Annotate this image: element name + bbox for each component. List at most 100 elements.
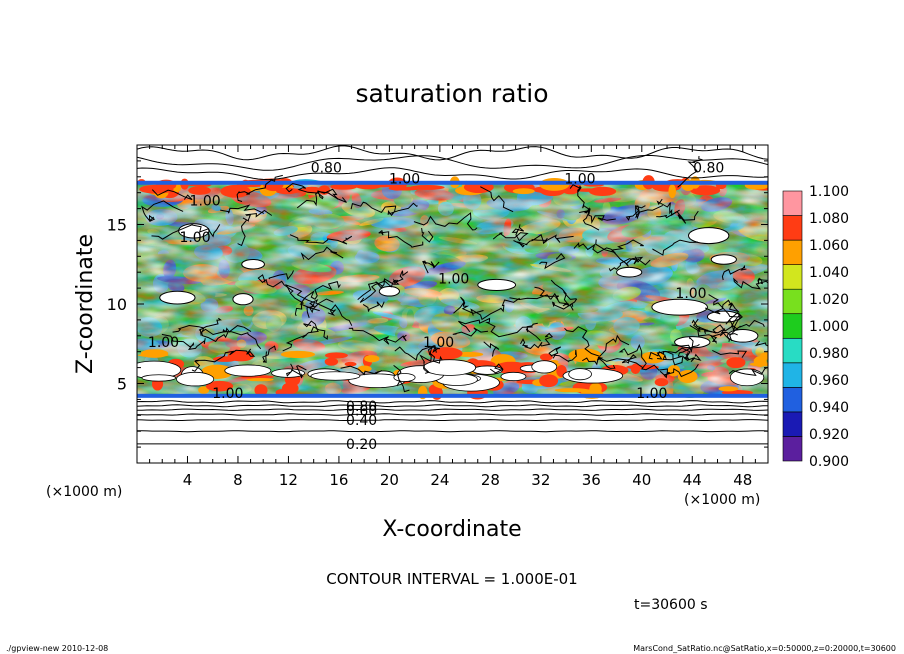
contour-line: [754, 340, 768, 347]
contour-line: [480, 186, 514, 213]
contour-line: [296, 190, 347, 209]
fringe-patch: [677, 370, 698, 384]
contour-line: [137, 404, 768, 408]
contour-label: 1.00: [212, 386, 243, 402]
colorbar-segment: [782, 190, 803, 216]
subsaturated-pocket: [651, 298, 708, 316]
y-tick-label: 15: [107, 216, 127, 235]
contour-line: [310, 326, 328, 340]
contour-label: 0.80: [311, 160, 342, 176]
low-pocket: [568, 368, 592, 381]
contour-line: [362, 301, 385, 312]
colorbar-label: 0.980: [809, 346, 849, 362]
colorbar-label: 1.100: [809, 184, 849, 200]
fringe-patch: [539, 353, 553, 361]
contour-line: [452, 327, 489, 337]
contour-line: [161, 333, 206, 350]
low-pocket: [224, 364, 272, 377]
low-pocket: [141, 374, 177, 382]
subsaturated-pocket: [232, 293, 254, 306]
subsaturated-pocket: [706, 310, 741, 323]
fringe-patch: [554, 388, 590, 393]
x-tick-label: 48: [733, 471, 752, 489]
fringe-patch: [630, 363, 641, 375]
contour-line: [729, 319, 765, 342]
contour-line: [733, 277, 768, 290]
contour-lines: [137, 145, 768, 445]
contour-label: 0.20: [346, 437, 377, 453]
contour-line: [704, 299, 741, 315]
contour-line: [579, 208, 616, 224]
contour-line: [236, 174, 283, 202]
subsaturated-pocket: [378, 286, 400, 297]
colorbar-label: 1.060: [809, 238, 849, 254]
contour-line: [285, 182, 339, 200]
contour-line: [539, 253, 566, 270]
contour-line: [286, 363, 307, 379]
low-pocket: [176, 371, 215, 387]
contour-line: [656, 198, 680, 217]
contour-line: [348, 327, 407, 345]
fringe-patch: [205, 380, 234, 392]
contour-line: [569, 184, 591, 214]
contour-line: [458, 317, 533, 338]
contour-line: [453, 296, 484, 314]
contour-line: [534, 286, 569, 306]
contour-labels: 0.200.400.600.800.80 0.801.00 1.001.001.00…: [148, 160, 724, 453]
x-tick-label: 20: [380, 471, 399, 489]
x-tick-label: 28: [481, 471, 500, 489]
contour-line: [596, 354, 643, 369]
contour-line: [728, 366, 768, 377]
x-tick-label: 36: [582, 471, 601, 489]
contour-label: 1.00: [389, 171, 420, 187]
contour-line: [634, 205, 646, 218]
fringe-patch: [568, 184, 580, 191]
contour-line: [262, 345, 276, 363]
contour-line: [483, 341, 500, 357]
fringe-patch: [275, 187, 299, 195]
contour-line: [282, 320, 319, 352]
contour-line: [608, 258, 651, 272]
contour-line: [721, 264, 747, 281]
contour-line: [489, 363, 504, 374]
contour-line: [492, 224, 529, 242]
fringe-patch: [363, 184, 397, 188]
subsaturated-pocket: [687, 227, 730, 245]
contour-label: 1.00: [423, 335, 454, 351]
contour-line: [378, 229, 424, 248]
contour-line: [582, 357, 616, 369]
y-tick-label: 5: [117, 375, 127, 394]
x-tick-label: 40: [632, 471, 651, 489]
fringe-patch: [330, 183, 358, 190]
contour-label: 1.00: [636, 386, 667, 402]
contour-line: [652, 239, 699, 256]
fringe-patch: [246, 378, 274, 382]
x-tick-label: 24: [430, 471, 449, 489]
fringe-patch: [188, 186, 211, 195]
colorbar-segment: [782, 436, 803, 462]
contour-line: [413, 212, 478, 231]
contour-line: [708, 294, 741, 328]
contour-label: 1.00: [190, 194, 221, 210]
y-tick-label: 10: [107, 295, 127, 314]
contour-line: [172, 317, 222, 337]
contour-line: [525, 322, 541, 342]
fringe-patch: [512, 188, 535, 195]
contour-line: [137, 167, 768, 181]
contour-line: [137, 145, 768, 161]
contour-line: [564, 326, 630, 357]
contour-line: [268, 270, 294, 281]
contour-line: [520, 332, 554, 350]
contour-line: [151, 224, 221, 240]
band-bottom-edge: [137, 393, 768, 398]
contour-line: [357, 278, 400, 300]
contour-line: [393, 365, 410, 393]
fringe-patch: [654, 378, 669, 387]
y-axis-label: Z-coordinate: [73, 234, 98, 374]
time-label: t=30600 s: [634, 597, 708, 613]
contour-line: [757, 277, 768, 285]
contour-line: [531, 234, 574, 243]
contour-label: 0.80: [693, 160, 724, 176]
colorbar-label: 0.920: [809, 427, 849, 443]
